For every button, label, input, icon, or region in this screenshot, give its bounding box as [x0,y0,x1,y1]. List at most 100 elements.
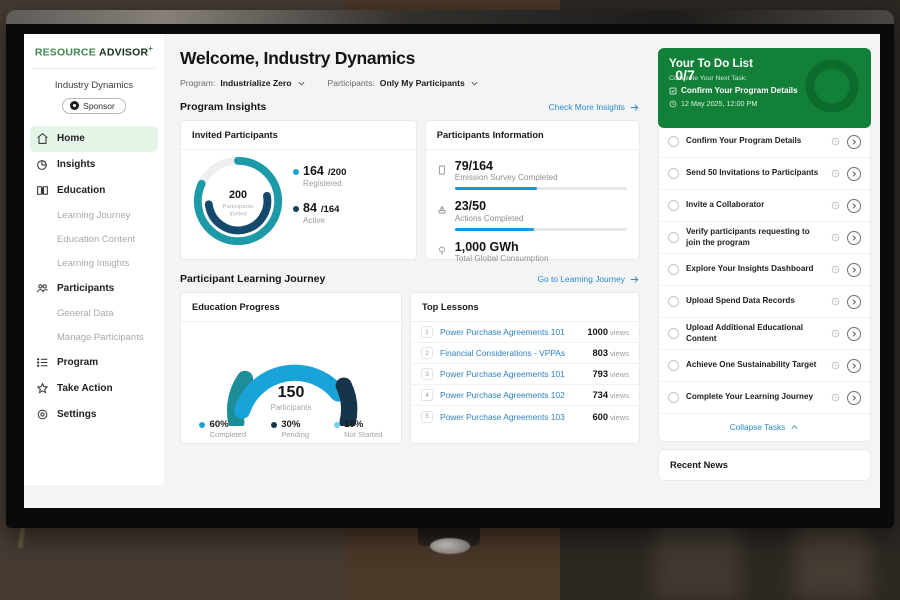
todo-checkbox[interactable] [668,392,679,403]
lesson-rank: 1 [421,326,433,338]
todo-checkbox[interactable] [668,360,679,371]
sidebar-item-take-action[interactable]: Take Action [24,376,164,402]
book-icon [36,184,49,197]
sidebar-item-home[interactable]: Home [30,125,158,152]
program-filter[interactable]: Program: Industrialize Zero [180,78,306,88]
lesson-name[interactable]: Financial Considerations - VPPAs [440,348,566,358]
clock-icon [831,265,840,274]
education-progress-card: Education Progress 150 Participants [180,292,402,444]
chevron-right-icon [852,266,857,273]
sidebar-item-education-content[interactable]: Education Content [24,228,164,252]
education-progress-title: Education Progress [181,293,401,322]
clock-icon [669,100,677,107]
list-item[interactable]: Verify participants requesting to join t… [659,222,870,254]
gauge-pct-not-started: 10% [344,419,364,430]
sponsor-badge[interactable]: Sponsor [62,97,126,114]
lesson-rank: 4 [421,389,433,401]
sidebar-item-education[interactable]: Education [24,178,164,204]
collapse-tasks-button[interactable]: Collapse Tasks [659,414,870,441]
recent-news-title: Recent News [670,460,728,470]
todo-item-label: Send 50 Invitations to Participants [686,168,819,178]
todo-item-label: Explore Your Insights Dashboard [686,264,814,274]
list-item[interactable]: Invite a Collaborator [659,190,870,222]
list-item[interactable]: Upload Additional Educational Content [659,318,870,350]
action-small-icon [438,206,446,214]
todo-item-open-button[interactable] [847,230,861,245]
todo-item-label: Verify participants requesting to join t… [686,227,810,247]
lesson-name[interactable]: Power Purchase Agreements 103 [440,411,565,422]
todo-item-open-button[interactable] [847,326,861,341]
collapse-tasks-label: Collapse Tasks [729,422,786,432]
table-row[interactable]: 4 Power Purchase Agreements 102 734 view… [411,385,639,406]
lesson-name[interactable]: Power Purchase Agreements 102 [440,390,565,400]
todo-checkbox[interactable] [668,232,679,243]
todo-checkbox[interactable] [668,328,679,339]
lesson-name[interactable]: Power Purchase Agreements 101 [440,369,565,379]
list-item[interactable]: Complete Your Learning Journey [659,382,870,414]
bezel-glare [6,10,894,24]
list-item[interactable]: Upload Spend Data Records [659,286,870,318]
todo-item-open-button[interactable] [847,198,861,213]
progress-bar-emission-survey [454,187,627,191]
top-lessons-title: Top Lessons [411,293,639,322]
todo-item-open-button[interactable] [847,390,861,405]
todo-checkbox[interactable] [668,264,679,275]
app-logo: RESOURCE ADVISOR+ [32,34,156,69]
lesson-views-suffix: views [610,328,629,337]
participants-filter-value: Only My Participants [379,78,465,88]
table-row[interactable]: 2 Financial Considerations - VPPAs 803 v… [411,343,639,364]
clock-icon [831,233,840,242]
clock-icon [831,169,840,178]
legend-total-active: /164 [320,203,340,215]
sidebar-item-insights[interactable]: Insights [24,152,164,178]
lesson-rank: 3 [421,368,433,380]
lesson-name[interactable]: Power Purchase Agreements 101 [440,327,565,337]
check-square-icon [669,87,677,94]
list-item[interactable]: Explore Your Insights Dashboard [659,254,870,286]
lesson-views: 1000 [587,327,608,337]
todo-item-open-button[interactable] [847,134,861,149]
sidebar-item-manage-participants[interactable]: Manage Participants [24,326,164,350]
organization-name: Industry Dynamics [54,79,134,91]
go-to-learning-journey-link[interactable]: Go to Learning Journey [537,274,640,285]
chevron-right-icon [852,202,857,209]
todo-item-open-button[interactable] [847,358,861,373]
sidebar-label-education-content: Education Content [57,234,136,245]
todo-date: 12 May 2025, 12:00 PM [669,99,860,108]
list-icon [36,356,49,369]
list-item[interactable]: Send 50 Invitations to Participants [659,158,870,190]
todo-item-open-button[interactable] [847,166,861,181]
todo-checkbox[interactable] [668,296,679,307]
todo-date-label: 12 May 2025, 12:00 PM [681,99,758,108]
sidebar-item-program[interactable]: Program [24,350,164,376]
sidebar-label-education: Education [57,185,106,196]
participants-filter[interactable]: Participants: Only My Participants [328,78,479,88]
table-row[interactable]: 3 Power Purchase Agreements 101 793 view… [411,364,639,385]
check-more-insights-link[interactable]: Check More Insights [549,102,640,113]
todo-checkbox[interactable] [668,200,679,211]
list-item[interactable]: Confirm Your Program Details [659,126,870,158]
table-row[interactable]: 1 Power Purchase Agreements 101 1000 vie… [411,322,639,343]
legend-dot-active [293,205,299,212]
todo-checkbox[interactable] [668,168,679,179]
chevron-right-icon [852,298,857,305]
sidebar-label-take-action: Take Action [57,383,113,394]
invited-participants-donut: 200 Participants Invited [193,156,283,245]
page-title: Welcome, Industry Dynamics [180,48,416,68]
todo-checkbox[interactable] [668,136,679,147]
todo-title: Your To Do List [669,58,753,70]
todo-item-open-button[interactable] [847,294,861,309]
sidebar-item-learning-insights[interactable]: Learning Insights [24,252,164,276]
gauge-legend-completed: 60% Completed [199,419,246,439]
sidebar-item-participants[interactable]: Participants [24,276,164,302]
sidebar-item-general-data[interactable]: General Data [24,302,164,326]
gauge-pct-pending: 30% [281,419,301,430]
sidebar-item-settings[interactable]: Settings [24,402,164,428]
list-item[interactable]: Achieve One Sustainability Target [659,350,870,382]
clock-icon [831,329,840,338]
todo-item-open-button[interactable] [847,262,861,277]
sidebar-item-learning-journey[interactable]: Learning Journey [24,204,164,228]
program-filter-value: Industrialize Zero [220,78,292,88]
chevron-up-icon [791,424,798,429]
table-row[interactable]: 5 Power Purchase Agreements 103 600 view… [411,406,639,427]
